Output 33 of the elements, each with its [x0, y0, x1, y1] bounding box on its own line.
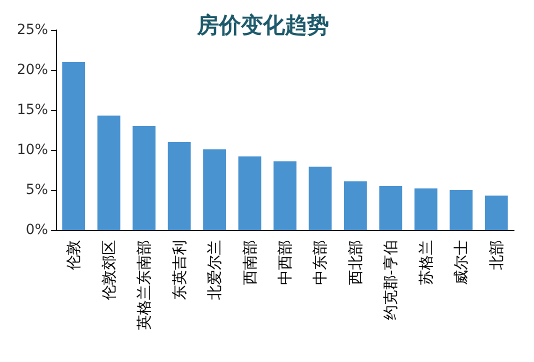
- x-tick-label: 中东部: [311, 240, 330, 285]
- bar: [168, 142, 191, 230]
- x-tick-label: 英格兰东南部: [135, 240, 154, 330]
- bar: [274, 161, 296, 230]
- x-tick-label: 北部: [487, 240, 506, 270]
- y-tick-label: 15%: [16, 102, 48, 118]
- bar: [414, 188, 438, 230]
- y-tick-label: 20%: [16, 62, 48, 78]
- x-tick-label: 伦敦: [64, 240, 83, 270]
- x-tick-label: 西南部: [240, 240, 259, 285]
- x-tick-label: 北爱尔兰: [206, 240, 224, 300]
- x-tick-label: 东英吉利: [170, 240, 188, 300]
- y-tick-label: 10%: [16, 142, 48, 158]
- bar: [308, 166, 332, 230]
- bar: [450, 190, 473, 230]
- y-tick-label: 25%: [16, 22, 48, 38]
- bar: [238, 156, 262, 230]
- x-tick-label: 苏格兰: [416, 240, 435, 285]
- x-tick-label: 威尔士: [452, 240, 470, 285]
- bar: [203, 149, 226, 230]
- bar: [97, 116, 120, 230]
- x-tick-label: 约克郡-亨伯: [382, 240, 400, 320]
- bar: [62, 62, 86, 230]
- y-tick-label: 5%: [26, 182, 48, 198]
- bar: [379, 186, 402, 230]
- y-tick-label: 0%: [26, 222, 48, 238]
- chart-title: 房价变化趋势: [196, 12, 329, 38]
- x-tick-label: 中西部: [276, 240, 294, 285]
- bar: [132, 126, 156, 230]
- x-tick-label: 西北部: [346, 240, 364, 285]
- bar: [484, 196, 508, 230]
- x-tick-label: 伦敦郊区: [100, 240, 118, 300]
- bar: [344, 181, 367, 230]
